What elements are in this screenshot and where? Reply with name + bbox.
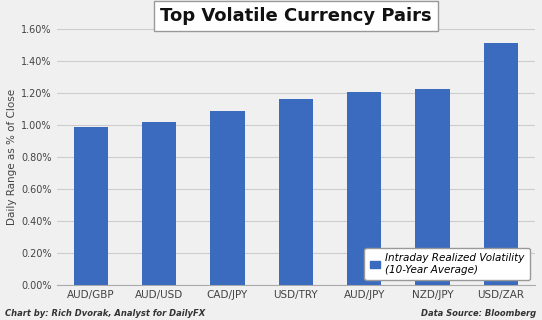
Bar bbox=[484, 43, 518, 285]
Bar bbox=[210, 111, 244, 285]
Text: Data Source: Bloomberg: Data Source: Bloomberg bbox=[422, 309, 537, 318]
Bar bbox=[279, 99, 313, 285]
Y-axis label: Daily Range as % of Close: Daily Range as % of Close bbox=[7, 89, 17, 225]
Bar bbox=[142, 122, 176, 285]
Legend: Intraday Realized Volatility
(10-Year Average): Intraday Realized Volatility (10-Year Av… bbox=[364, 248, 530, 280]
Bar bbox=[347, 92, 381, 285]
Text: Chart by: Rich Dvorak, Analyst for DailyFX: Chart by: Rich Dvorak, Analyst for Daily… bbox=[5, 309, 205, 318]
Title: Top Volatile Currency Pairs: Top Volatile Currency Pairs bbox=[160, 7, 431, 25]
Bar bbox=[74, 127, 108, 285]
Bar bbox=[415, 89, 450, 285]
